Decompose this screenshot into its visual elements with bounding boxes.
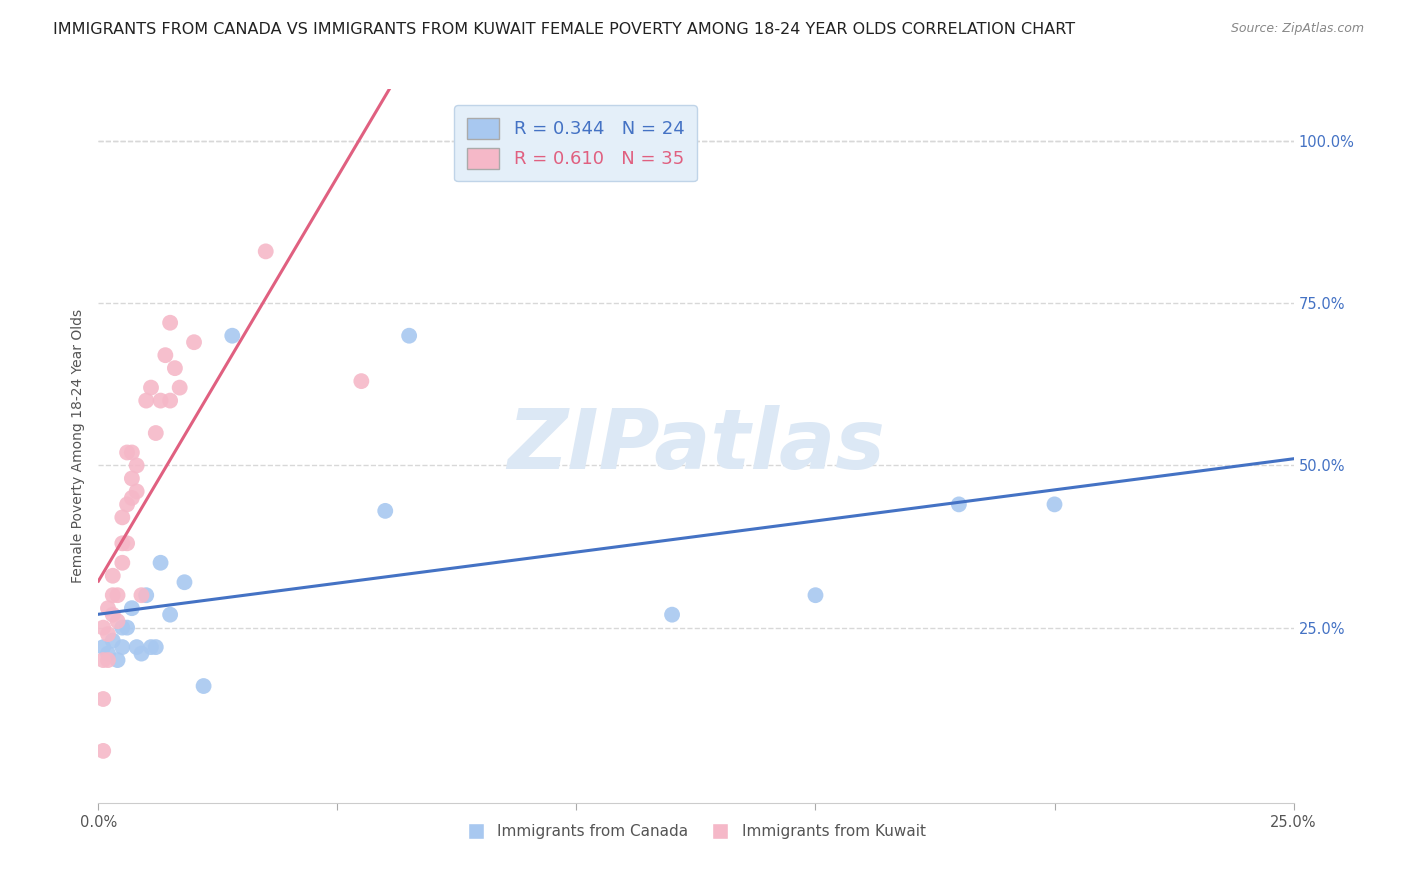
- Point: [173, 575, 195, 590]
- Y-axis label: Female Poverty Among 18-24 Year Olds: Female Poverty Among 18-24 Year Olds: [70, 309, 84, 583]
- Point: [107, 614, 129, 628]
- Point: [121, 601, 143, 615]
- Point: [111, 556, 134, 570]
- Point: [115, 621, 138, 635]
- Point: [183, 335, 205, 350]
- Point: [221, 328, 243, 343]
- Legend: Immigrants from Canada, Immigrants from Kuwait: Immigrants from Canada, Immigrants from …: [460, 818, 932, 845]
- Point: [97, 627, 120, 641]
- Point: [91, 744, 114, 758]
- Point: [131, 647, 153, 661]
- Text: Source: ZipAtlas.com: Source: ZipAtlas.com: [1230, 22, 1364, 36]
- Point: [121, 491, 143, 505]
- Point: [125, 484, 148, 499]
- Point: [111, 621, 134, 635]
- Point: [91, 692, 114, 706]
- Point: [121, 445, 143, 459]
- Point: [97, 601, 120, 615]
- Point: [159, 607, 181, 622]
- Point: [145, 640, 167, 654]
- Point: [155, 348, 177, 362]
- Point: [115, 445, 138, 459]
- Point: [149, 393, 172, 408]
- Point: [135, 393, 157, 408]
- Point: [111, 510, 134, 524]
- Point: [159, 316, 181, 330]
- Point: [121, 471, 143, 485]
- Point: [97, 647, 120, 661]
- Point: [374, 504, 396, 518]
- Point: [139, 381, 162, 395]
- Point: [131, 588, 153, 602]
- Point: [91, 621, 114, 635]
- Point: [139, 640, 162, 654]
- Point: [398, 328, 420, 343]
- Point: [111, 640, 134, 654]
- Point: [115, 497, 138, 511]
- Point: [91, 640, 114, 654]
- Point: [350, 374, 373, 388]
- Point: [125, 458, 148, 473]
- Point: [91, 653, 114, 667]
- Point: [163, 361, 186, 376]
- Point: [101, 568, 124, 582]
- Point: [1043, 497, 1066, 511]
- Point: [135, 588, 157, 602]
- Point: [193, 679, 215, 693]
- Point: [101, 633, 124, 648]
- Point: [107, 653, 129, 667]
- Point: [125, 640, 148, 654]
- Point: [159, 393, 181, 408]
- Point: [107, 588, 129, 602]
- Point: [101, 607, 124, 622]
- Text: ZIPatlas: ZIPatlas: [508, 406, 884, 486]
- Point: [97, 653, 120, 667]
- Point: [948, 497, 970, 511]
- Point: [804, 588, 827, 602]
- Text: IMMIGRANTS FROM CANADA VS IMMIGRANTS FROM KUWAIT FEMALE POVERTY AMONG 18-24 YEAR: IMMIGRANTS FROM CANADA VS IMMIGRANTS FRO…: [53, 22, 1076, 37]
- Point: [145, 425, 167, 440]
- Point: [111, 536, 134, 550]
- Point: [149, 556, 172, 570]
- Point: [661, 607, 683, 622]
- Point: [115, 536, 138, 550]
- Point: [169, 381, 191, 395]
- Point: [101, 588, 124, 602]
- Point: [254, 244, 277, 259]
